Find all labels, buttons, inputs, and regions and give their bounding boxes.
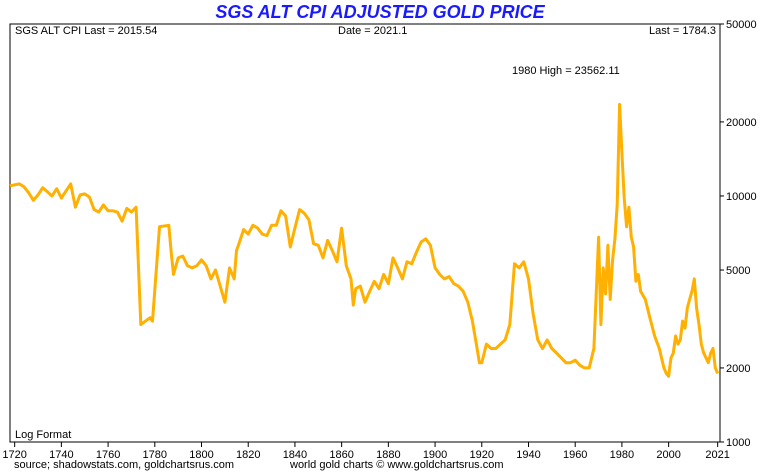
y-tick-label: 10000: [726, 191, 757, 203]
x-tick-label: 1900: [423, 449, 447, 461]
x-tick-label: 1880: [376, 449, 400, 461]
chart-title: SGS ALT CPI ADJUSTED GOLD PRICE: [215, 2, 545, 22]
x-tick-label: 2000: [656, 449, 680, 461]
header-right: Last = 1784.3: [649, 25, 716, 37]
x-tick-label: 1960: [563, 449, 587, 461]
x-tick-label: 1840: [283, 449, 307, 461]
y-tick-label: 2000: [726, 363, 750, 375]
source-left: source; shadowstats.com, goldchartsrus.c…: [14, 459, 235, 471]
header-center: Date = 2021.1: [338, 25, 407, 37]
y-tick-label: 50000: [726, 19, 757, 31]
x-axis: 1720 1740 1760 1780 1800 1820 1840 1860 1880 1900…: [2, 442, 730, 461]
x-tick-label: 1940: [516, 449, 540, 461]
x-tick-label: 2021: [705, 449, 729, 461]
x-tick-label: 1760: [96, 449, 120, 461]
y-tick-label: 5000: [726, 265, 750, 277]
source-center: world gold charts © www.goldchartsrus.co…: [290, 459, 504, 471]
x-tick-label: 1920: [470, 449, 494, 461]
x-tick-label: 1800: [189, 449, 213, 461]
gold-price-line: [9, 102, 720, 378]
annotation-1980-high: 1980 High = 23562.11: [512, 65, 620, 77]
y-tick-label: 20000: [726, 117, 757, 129]
header-left: SGS ALT CPI Last = 2015.54: [15, 25, 157, 37]
x-tick-label: 1860: [329, 449, 353, 461]
y-tick-label: 1000: [726, 437, 750, 449]
x-tick-label: 1720: [2, 449, 26, 461]
plot-frame: [9, 23, 721, 443]
x-tick-label: 1980: [610, 449, 634, 461]
x-tick-label: 1780: [143, 449, 167, 461]
y-axis: 50000 20000 10000 5000 2000 1000: [720, 19, 757, 449]
x-tick-label: 1740: [49, 449, 73, 461]
log-format-label: Log Format: [15, 429, 71, 441]
x-tick-label: 1820: [236, 449, 260, 461]
